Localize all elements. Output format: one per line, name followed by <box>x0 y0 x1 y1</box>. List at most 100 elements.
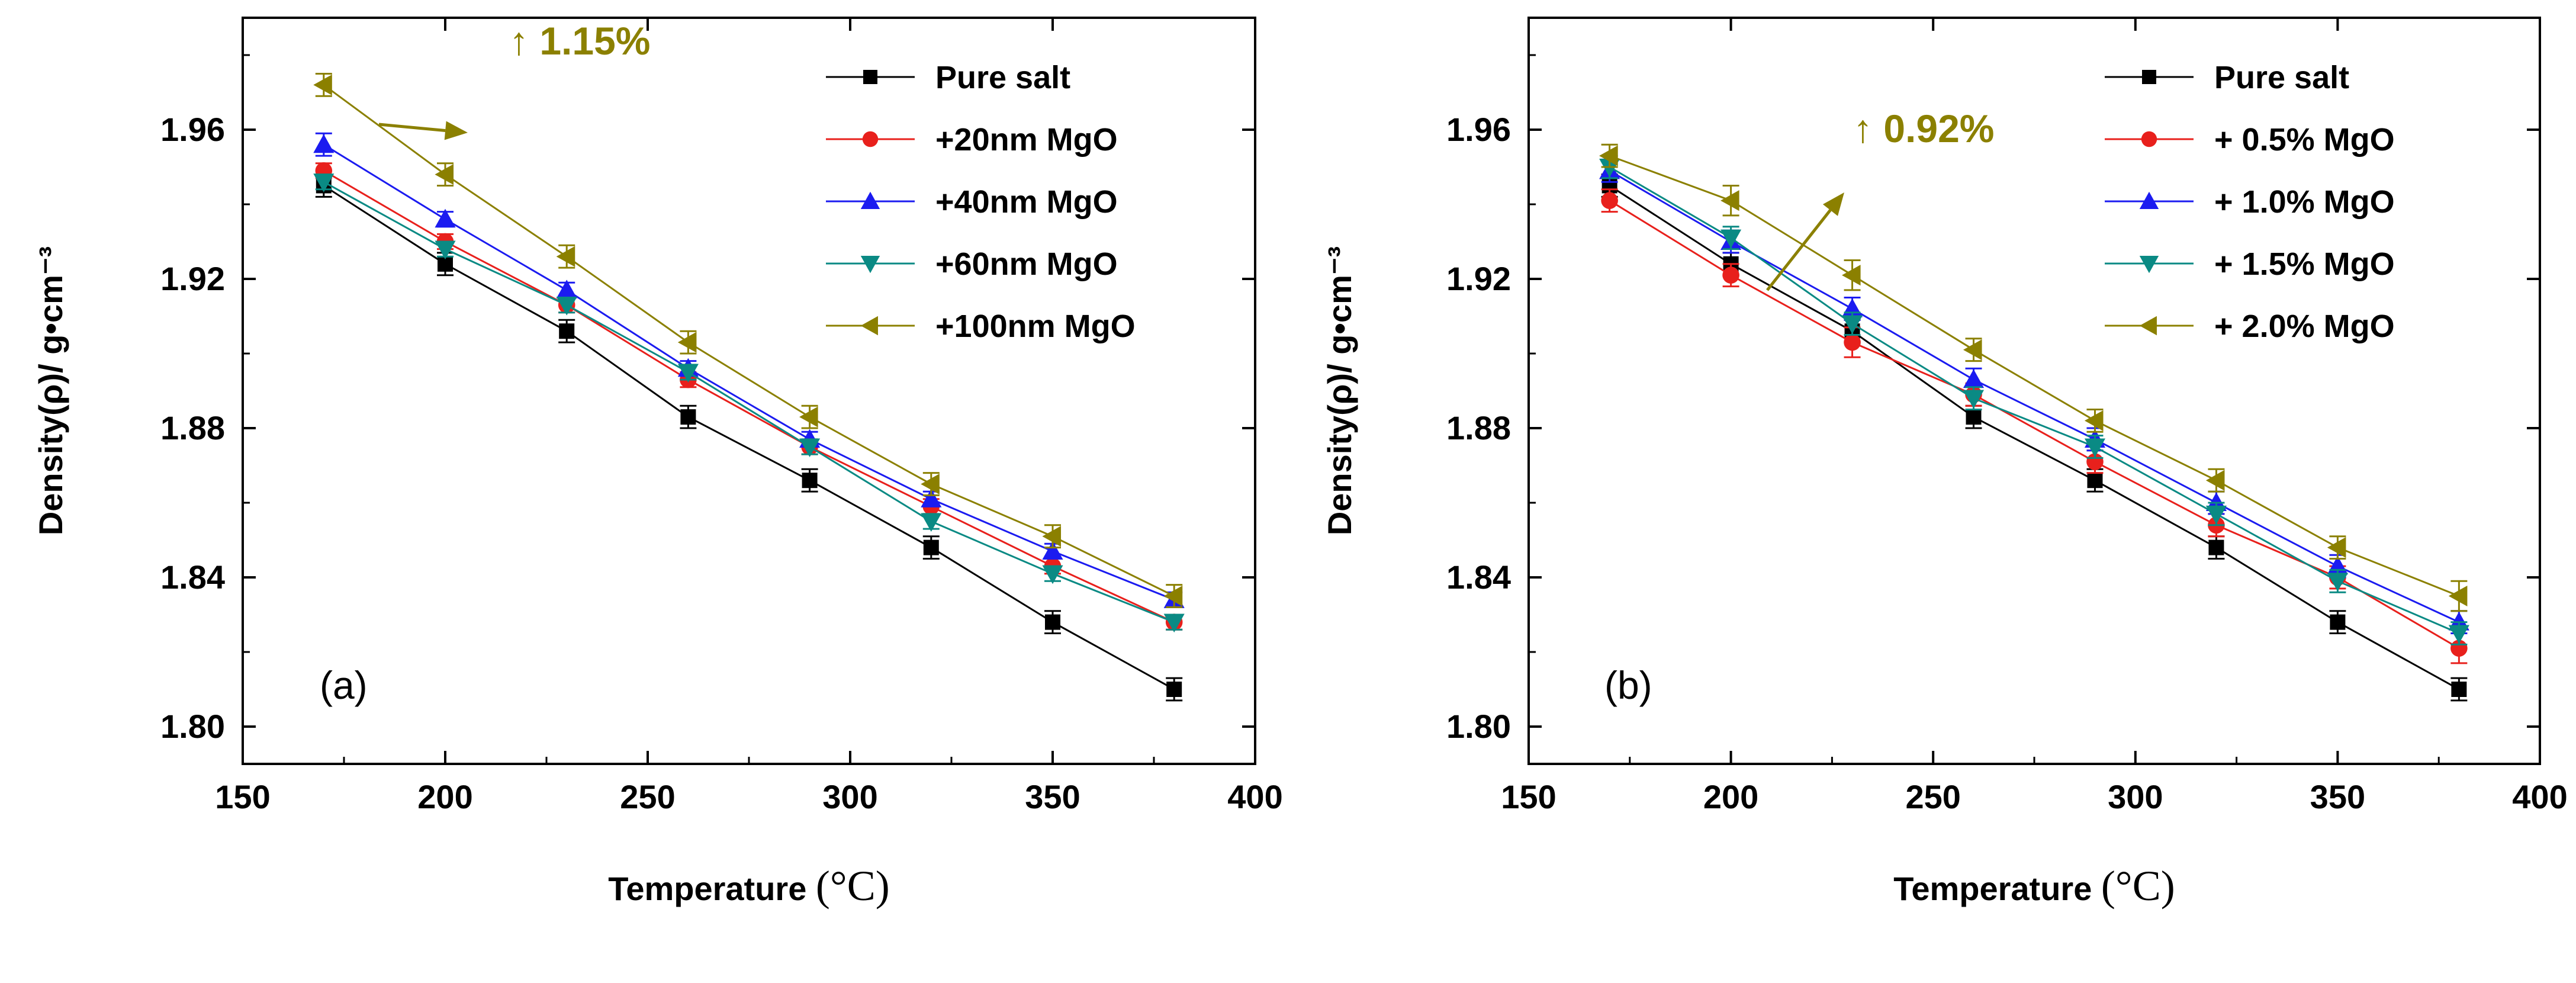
legend-marker <box>863 70 877 84</box>
data-point <box>1599 145 1618 166</box>
annotation-arrow-head <box>444 121 468 140</box>
x-tick-label: 200 <box>417 778 472 815</box>
data-point <box>1963 369 1985 388</box>
x-tick-label: 350 <box>1025 778 1080 815</box>
data-point <box>677 364 699 383</box>
data-point <box>2208 539 2224 555</box>
data-point <box>1844 333 1861 351</box>
chart-panel-a: 150 200 250 300 350 400 1.80 1.84 1.88 1.92 1.96 Te… <box>32 17 1283 910</box>
data-point <box>1963 339 1982 361</box>
data-point <box>556 280 577 298</box>
series-1 <box>315 162 1183 631</box>
data-point <box>2087 473 2103 489</box>
x-axis-title: Temperature (°C) <box>1893 862 2175 910</box>
data-point <box>556 246 575 267</box>
series-line <box>323 84 1175 597</box>
legend-label: +60nm MgO <box>935 246 1118 282</box>
y-axis-title: Density(ρ)/ g•cm⁻³ <box>32 246 69 535</box>
x-tick-label: 400 <box>2512 778 2567 815</box>
annotation-arrow-shaft <box>1766 209 1832 291</box>
legend-label: Pure salt <box>935 60 1070 95</box>
series-line <box>1609 185 2460 690</box>
data-point <box>677 332 697 353</box>
y-tick-label: 1.88 <box>160 409 225 446</box>
y-tick-label: 1.84 <box>1446 558 1511 596</box>
legend-marker <box>860 191 880 209</box>
legend-label: + 0.5% MgO <box>2214 122 2395 158</box>
data-point <box>2330 614 2346 630</box>
x-axis-title: Temperature (°C) <box>608 862 889 910</box>
x-tick-label: 250 <box>620 778 675 815</box>
y-tick-label: 1.96 <box>1446 111 1511 148</box>
data-point <box>1601 192 1618 210</box>
panel-label: (b) <box>1604 663 1652 707</box>
data-point <box>799 406 818 428</box>
legend-label: + 2.0% MgO <box>2214 309 2395 344</box>
data-point <box>2448 625 2469 644</box>
data-point <box>435 208 456 228</box>
data-point <box>802 473 818 489</box>
legend-marker <box>2141 131 2157 147</box>
data-point <box>921 473 940 495</box>
series-line <box>323 185 1175 690</box>
legend-marker <box>2139 256 2159 274</box>
x-tick-label: 300 <box>822 778 877 815</box>
series-line <box>1609 166 2459 634</box>
x-tick-label: 400 <box>1227 778 1282 815</box>
legend: Pure salt +20nm MgO +40nm MgO +60nm MgO +100… <box>826 60 1136 344</box>
data-point <box>2327 573 2348 592</box>
data-point <box>1163 613 1185 633</box>
x-axis-title-text: Temperature <box>1893 870 2101 907</box>
data-point <box>2451 682 2467 697</box>
data-point <box>1042 565 1063 584</box>
data-point <box>313 74 332 95</box>
data-point <box>2205 505 2227 525</box>
x-tick-label: 150 <box>1501 778 1556 815</box>
annotation-arrow-shaft <box>378 123 446 132</box>
data-point <box>1163 585 1183 607</box>
legend-marker <box>2139 316 2157 336</box>
x-tick-label: 350 <box>2310 778 2365 815</box>
series-line <box>1609 155 2459 597</box>
series-line <box>323 181 1175 623</box>
y-tick-label: 1.80 <box>160 708 225 745</box>
legend-marker <box>860 316 878 336</box>
data-point <box>435 240 456 260</box>
data-point <box>1963 390 1985 409</box>
series-4 <box>313 73 1183 608</box>
legend-label: Pure salt <box>2214 60 2349 95</box>
chart-panel-b: 150 200 250 300 350 400 1.80 1.84 1.88 1.92 1.96 Te… <box>1321 17 2568 910</box>
data-point <box>1722 266 1739 284</box>
data-point <box>921 513 942 532</box>
data-point <box>1720 229 1742 249</box>
y-tick-label: 1.92 <box>1446 260 1511 297</box>
series-4 <box>1599 143 2468 612</box>
data-point <box>921 489 942 507</box>
data-point <box>2084 410 2104 431</box>
x-axis-unit: (°C) <box>2101 862 2175 910</box>
data-point <box>1720 190 1739 211</box>
annotation-text: ↑ 0.92% <box>1853 107 1994 150</box>
data-point <box>923 539 939 555</box>
series-line <box>323 170 1175 623</box>
x-axis-unit: (°C) <box>816 862 890 910</box>
x-axis-title-text: Temperature <box>608 870 816 907</box>
series-line <box>323 143 1175 601</box>
series-line <box>1609 200 2460 649</box>
y-tick-label: 1.88 <box>1446 409 1511 446</box>
y-axis-title: Density(ρ)/ g•cm⁻³ <box>1321 246 1358 535</box>
data-point <box>313 134 335 153</box>
y-tick-label: 1.80 <box>1446 708 1511 745</box>
data-point <box>1842 315 1863 335</box>
data-point <box>556 297 577 316</box>
annotation-arrow-head <box>1822 192 1844 216</box>
series-3 <box>313 174 1185 633</box>
legend-marker <box>2142 70 2156 84</box>
x-tick-label: 300 <box>2108 778 2163 815</box>
data-point <box>1042 526 1062 547</box>
data-point <box>1045 614 1060 630</box>
data-point <box>559 323 575 339</box>
data-point <box>313 174 335 192</box>
legend-marker <box>860 256 880 274</box>
data-point <box>1842 265 1861 286</box>
